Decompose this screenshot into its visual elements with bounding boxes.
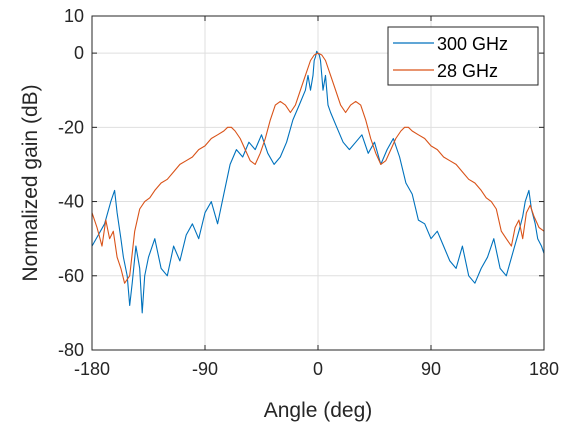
y-axis-label: Normalized gain (dB): [19, 84, 42, 281]
legend-label-300ghz: 300 GHz: [437, 34, 508, 54]
axis-ticks: -180 -90 0 90 180 -80 -60 -40 -20 0 10: [58, 6, 559, 379]
y-tick-label: 10: [64, 6, 84, 26]
series-line-300ghz: [91, 50, 545, 314]
y-tick-label: -20: [58, 117, 84, 137]
series-lines: [91, 50, 545, 314]
x-tick-label: 0: [313, 359, 323, 379]
x-axis-label: Angle (deg): [264, 399, 373, 422]
legend: 300 GHz 28 GHz: [387, 26, 539, 86]
legend-box: [387, 26, 539, 86]
x-tick-label: -180: [74, 359, 110, 379]
y-tick-label: -60: [58, 266, 84, 286]
y-tick-label: -80: [58, 340, 84, 360]
x-tick-label: -90: [192, 359, 218, 379]
x-tick-label: 180: [529, 359, 559, 379]
legend-label-28ghz: 28 GHz: [437, 61, 498, 81]
y-tick-label: -40: [58, 192, 84, 212]
y-tick-label: 0: [74, 43, 84, 63]
series-line-28ghz: [91, 52, 545, 284]
x-tick-label: 90: [421, 359, 441, 379]
